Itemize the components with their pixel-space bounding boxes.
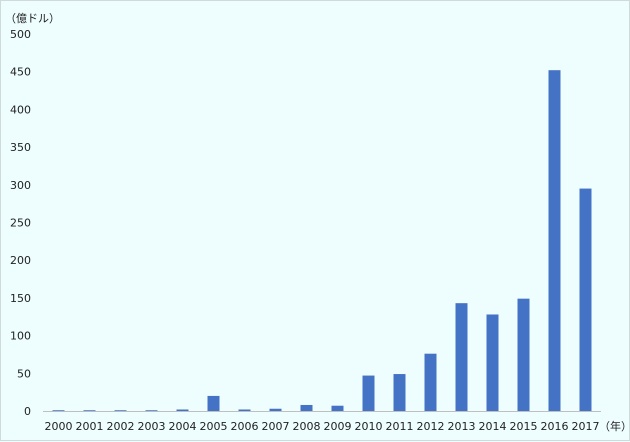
x-tick-label-2010: 2010 [355, 420, 383, 433]
x-axis-labels: 2000 2001 2002 2003 2004 2005 2006 2007 2008 2009… [45, 420, 600, 433]
bar-2017 [579, 188, 592, 411]
x-tick-label-2013: 2013 [448, 420, 476, 433]
x-tick-label-2000: 2000 [45, 420, 73, 433]
bar-2006 [238, 409, 251, 411]
x-tick-label-2017: 2017 [572, 420, 600, 433]
x-axis-unit-label: （年） [599, 419, 630, 433]
y-tick-label: 500 [10, 28, 31, 41]
x-tick-label-2012: 2012 [417, 420, 445, 433]
bar-2010 [362, 375, 375, 411]
x-tick-label-2002: 2002 [107, 420, 135, 433]
y-tick-label: 400 [10, 103, 31, 116]
y-tick-label: 250 [10, 217, 31, 230]
y-tick-label: 450 [10, 66, 31, 79]
x-tick-label-2015: 2015 [510, 420, 538, 433]
bar-2005 [207, 395, 220, 411]
bar-2016 [548, 70, 561, 411]
x-tick-label-2016: 2016 [541, 420, 569, 433]
y-axis-ticks: 0 50 100 150 200 250 300 350 400 450 500 [10, 28, 31, 418]
x-tick-label-2008: 2008 [293, 420, 321, 433]
bar-2011 [393, 374, 406, 411]
bar-2000 [52, 410, 65, 412]
y-tick-label: 350 [10, 141, 31, 154]
bar-2012 [424, 353, 437, 411]
y-tick-label: 300 [10, 179, 31, 192]
bar-2004 [176, 409, 189, 411]
x-tick-label-2009: 2009 [324, 420, 352, 433]
x-tick-label-2007: 2007 [262, 420, 290, 433]
bar-2008 [300, 404, 313, 411]
bar-2009 [331, 405, 344, 411]
bar-2014 [486, 314, 499, 411]
y-tick-label: 0 [24, 405, 31, 418]
x-tick-label-2003: 2003 [138, 420, 166, 433]
bar-2001 [83, 410, 96, 412]
bar-2013 [455, 303, 468, 411]
bar-2007 [269, 408, 282, 411]
y-tick-label: 200 [10, 254, 31, 267]
y-tick-label: 150 [10, 292, 31, 305]
x-tick-label-2004: 2004 [169, 420, 197, 433]
bar-2003 [145, 410, 158, 412]
x-tick-label-2005: 2005 [200, 420, 228, 433]
x-tick-label-2014: 2014 [479, 420, 507, 433]
y-tick-label: 50 [17, 367, 31, 380]
x-tick-label-2001: 2001 [76, 420, 104, 433]
y-tick-label: 100 [10, 330, 31, 343]
y-axis-unit-label: （億ドル） [5, 12, 60, 25]
x-tick-label-2011: 2011 [386, 420, 414, 433]
x-tick-label-2006: 2006 [231, 420, 259, 433]
bar-2015 [517, 298, 530, 411]
bars [52, 70, 592, 412]
bar-2002 [114, 410, 127, 412]
